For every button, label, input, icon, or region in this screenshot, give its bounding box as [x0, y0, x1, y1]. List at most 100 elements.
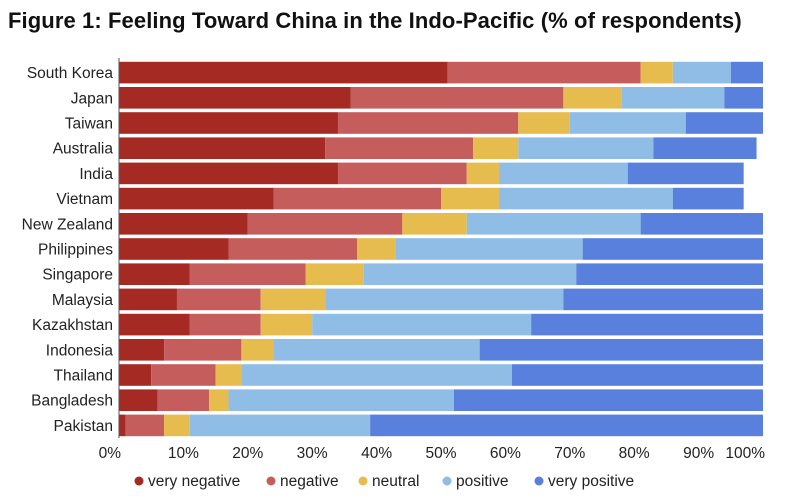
bar-segment-very-positive-malaysia [563, 288, 763, 311]
bar-segment-very-negative-malaysia [119, 288, 177, 311]
bar-segment-positive-pakistan [189, 414, 371, 437]
bar-segment-negative-philippines [228, 238, 358, 260]
x-tick-label: 40% [361, 445, 392, 462]
bar-segment-very-positive-bangladesh [453, 389, 763, 411]
bar-segment-very-positive-vietnam [672, 187, 744, 210]
bar-segment-positive-malaysia [325, 288, 564, 311]
bar-segment-very-negative-australia [119, 137, 326, 159]
x-tick-label: 90% [683, 445, 714, 462]
category-label: Pakistan [54, 418, 113, 435]
bar-segment-positive-kazakhstan [312, 313, 532, 336]
bar-segment-positive-vietnam [498, 187, 673, 210]
bar-segment-very-negative-bangladesh [119, 389, 158, 411]
legend-marker-positive [442, 476, 452, 486]
bar-segment-positive-south-korea [672, 61, 731, 84]
category-label: Indonesia [46, 342, 114, 359]
bar-segment-very-positive-singapore [576, 263, 763, 285]
bar-segment-neutral-india [466, 162, 499, 185]
bar-segment-positive-bangladesh [228, 389, 454, 411]
bar-segment-neutral-new-zealand [402, 213, 467, 235]
legend-label: very negative [148, 473, 240, 490]
x-tick-label: 50% [425, 445, 456, 462]
category-label: Philippines [38, 242, 113, 259]
bar-segment-very-positive-pakistan [370, 414, 763, 437]
bar-segment-very-negative-india [119, 162, 338, 185]
bar-segment-negative-pakistan [125, 414, 165, 437]
category-label: Kazakhstan [32, 317, 113, 334]
bar-segment-very-negative-japan [119, 87, 351, 109]
bar-segment-very-positive-australia [653, 137, 757, 159]
bar-segment-neutral-taiwan [518, 112, 570, 134]
legend-marker-very-negative [134, 476, 144, 486]
bar-segment-negative-singapore [189, 263, 306, 285]
bar-segment-neutral-australia [473, 137, 519, 159]
bar-segment-negative-new-zealand [247, 213, 403, 235]
x-tick-label: 70% [554, 445, 585, 462]
category-label: Australia [53, 141, 114, 158]
bar-segment-negative-kazakhstan [189, 313, 261, 336]
bar-segment-positive-singapore [363, 263, 577, 285]
legend-label: positive [456, 473, 509, 490]
bar-segment-neutral-vietnam [441, 187, 499, 210]
category-label: Singapore [42, 267, 113, 284]
x-tick-label: 10% [168, 445, 199, 462]
bar-segment-very-positive-taiwan [685, 112, 763, 134]
bar-segment-neutral-pakistan [164, 414, 190, 437]
x-tick-label: 100% [725, 445, 765, 462]
x-tick-label: 80% [619, 445, 650, 462]
legend-label: negative [280, 473, 339, 490]
legend-label: neutral [372, 473, 419, 490]
x-tick-label: 0% [99, 445, 122, 462]
bar-segment-very-positive-india [627, 162, 744, 185]
bar-segment-very-positive-philippines [582, 238, 763, 260]
bar-segment-very-positive-south-korea [730, 61, 763, 84]
bar-segment-negative-malaysia [176, 288, 261, 311]
bar-segment-neutral-malaysia [260, 288, 326, 311]
category-label: Japan [71, 90, 113, 107]
bar-segment-positive-taiwan [569, 112, 686, 134]
bar-segment-negative-indonesia [164, 339, 242, 361]
bar-segment-negative-thailand [151, 364, 216, 386]
bar-segment-very-negative-kazakhstan [119, 313, 190, 336]
legend-marker-very-positive [534, 476, 544, 486]
bar-segment-very-negative-philippines [119, 238, 229, 260]
bar-segment-very-negative-new-zealand [119, 213, 248, 235]
x-tick-label: 60% [490, 445, 521, 462]
bar-segment-positive-thailand [241, 364, 512, 386]
bar-segment-negative-australia [325, 137, 474, 159]
bar-segment-very-positive-kazakhstan [531, 313, 763, 336]
legend-marker-negative [266, 476, 276, 486]
category-label: Bangladesh [31, 393, 113, 410]
category-label: Taiwan [65, 116, 113, 133]
bar-segment-neutral-indonesia [241, 339, 274, 361]
bar-segment-very-negative-south-korea [119, 61, 448, 84]
bar-segment-very-negative-indonesia [119, 339, 165, 361]
category-label: India [79, 166, 113, 183]
x-tick-label: 30% [297, 445, 328, 462]
legend-label: very positive [548, 473, 634, 490]
bar-segment-positive-philippines [395, 238, 583, 260]
bar-segment-positive-india [498, 162, 628, 185]
bar-segment-very-positive-indonesia [479, 339, 763, 361]
bar-segment-very-negative-pakistan [119, 414, 126, 437]
bar-segment-very-negative-thailand [119, 364, 152, 386]
bar-segment-negative-japan [350, 87, 564, 109]
bar-segment-negative-taiwan [337, 112, 519, 134]
bar-segment-very-negative-taiwan [119, 112, 338, 134]
category-label: New Zealand [22, 216, 113, 233]
bar-segment-very-positive-japan [724, 87, 763, 109]
category-label: Vietnam [56, 191, 113, 208]
category-label: South Korea [27, 65, 114, 82]
x-tick-label: 20% [232, 445, 263, 462]
bar-segment-neutral-bangladesh [209, 389, 229, 411]
bar-segment-neutral-singapore [305, 263, 364, 285]
bar-segment-negative-south-korea [447, 61, 641, 84]
bar-segment-negative-india [337, 162, 467, 185]
bar-segment-very-positive-thailand [511, 364, 763, 386]
bar-segment-very-positive-new-zealand [640, 213, 763, 235]
category-label: Thailand [54, 368, 113, 385]
bar-segment-neutral-philippines [357, 238, 396, 260]
bar-segment-positive-japan [621, 87, 725, 109]
